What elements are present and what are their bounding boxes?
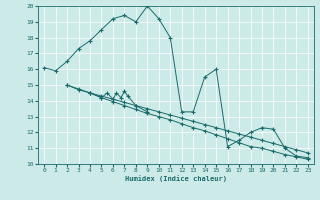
- X-axis label: Humidex (Indice chaleur): Humidex (Indice chaleur): [125, 175, 227, 182]
